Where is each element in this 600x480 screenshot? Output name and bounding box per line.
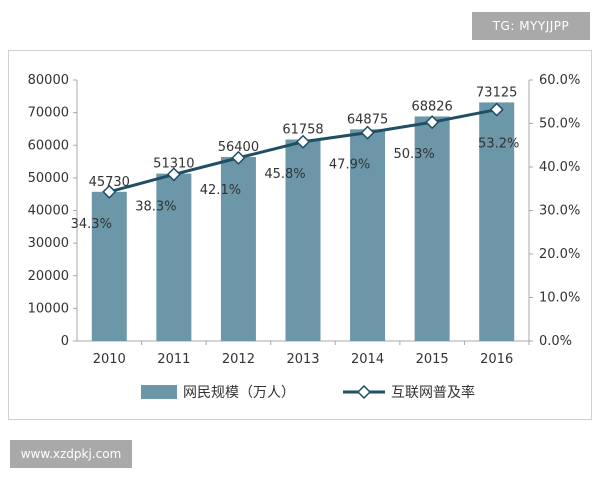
bar-value-label: 73125	[476, 85, 517, 100]
line-point-2010	[102, 184, 117, 199]
bar-2013	[285, 139, 321, 341]
y-left-tick-label: 20000	[28, 269, 69, 284]
bar-value-label: 56400	[218, 140, 259, 155]
y-right-tick-label: 30.0%	[539, 204, 580, 219]
y-left-tick-label: 50000	[28, 171, 69, 186]
y-left-tick-label: 10000	[28, 301, 69, 316]
y-left-tick-label: 60000	[28, 138, 69, 153]
legend-label-bar: 网民规模（万人）	[183, 385, 295, 401]
bar-value-label: 61758	[282, 123, 323, 138]
legend-label-line: 互联网普及率	[391, 384, 475, 401]
bar-2015	[414, 116, 450, 342]
legend-swatch-bar	[141, 385, 177, 399]
line-point-2016	[489, 102, 504, 117]
bar-value-label: 68826	[411, 99, 452, 114]
line-point-2013	[295, 134, 311, 149]
x-tick-label: 2014	[351, 352, 384, 367]
watermark-bottom-left: www.xzdpkj.com	[10, 440, 132, 468]
line-point-2012	[231, 150, 246, 165]
bar-2016	[479, 102, 515, 341]
bar-value-label: 64875	[347, 112, 388, 127]
line-value-label: 42.1%	[200, 183, 241, 198]
bar-2014	[350, 129, 386, 341]
x-tick-label: 2013	[286, 352, 319, 367]
x-tick-label: 2011	[157, 352, 190, 367]
bar-2010	[91, 191, 127, 341]
bar-2012	[220, 156, 256, 341]
line-value-label: 53.2%	[478, 137, 519, 152]
bar-2011	[156, 173, 192, 341]
y-right-tick-label: 40.0%	[539, 160, 580, 175]
x-tick-label: 2010	[93, 352, 126, 367]
x-tick-label: 2015	[416, 352, 449, 367]
y-right-tick-label: 50.0%	[539, 117, 580, 132]
y-right-tick-label: 20.0%	[539, 247, 580, 262]
bar-value-label: 51310	[153, 157, 194, 172]
combo-chart: 0 10000 20000 30000 40000 50000 60000 70000 8000…	[28, 73, 581, 401]
line-value-label: 47.9%	[329, 158, 370, 173]
line-point-2011	[166, 167, 181, 182]
y-right-tick-label: 0.0%	[539, 334, 572, 349]
y-left-tick-label: 30000	[28, 236, 69, 251]
y-left-tick-label: 40000	[28, 204, 69, 219]
line-value-label: 34.3%	[71, 217, 112, 232]
legend-marker-line	[356, 384, 372, 400]
bar-value-label: 45730	[89, 175, 130, 190]
chart-frame: 0 10000 20000 30000 40000 50000 60000 70000 8000…	[8, 50, 592, 420]
y-left-tick-label: 70000	[28, 106, 69, 121]
line-value-label: 38.3%	[135, 199, 176, 214]
line-value-label: 50.3%	[393, 147, 434, 162]
line-point-2015	[425, 115, 440, 130]
x-tick-label: 2012	[222, 352, 255, 367]
watermark-top-right: TG: MYYJJPP	[472, 12, 590, 40]
x-tick-label: 2016	[480, 352, 513, 367]
line-point-2014	[360, 125, 375, 140]
y-left-tick-label: 0	[61, 334, 69, 349]
y-right-tick-label: 10.0%	[539, 291, 580, 306]
y-left-tick-label: 80000	[28, 73, 69, 88]
y-right-tick-label: 60.0%	[539, 73, 580, 88]
line-value-label: 45.8%	[264, 167, 305, 182]
